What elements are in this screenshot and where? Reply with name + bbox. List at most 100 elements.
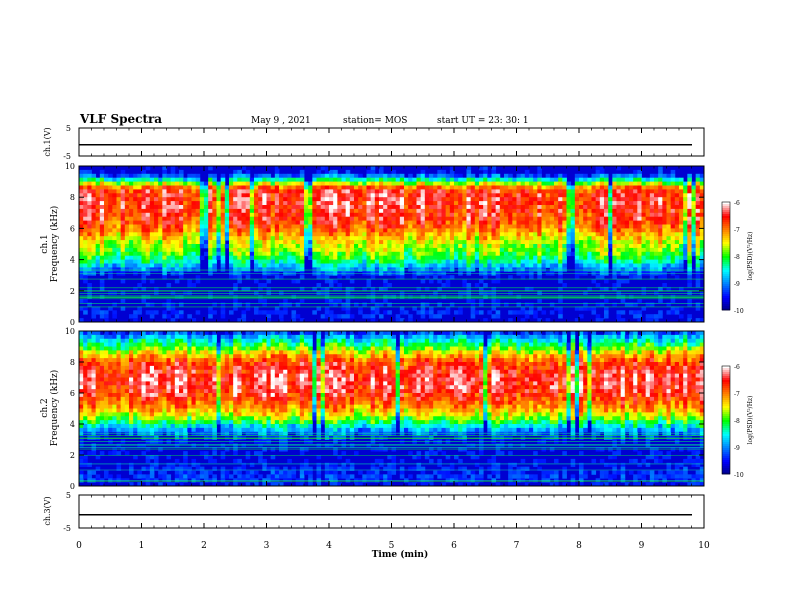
spectrogram-cell	[158, 248, 163, 252]
spectrogram-cell	[112, 424, 117, 428]
spectrogram-cell	[146, 381, 151, 385]
spectrogram-cell	[458, 217, 463, 221]
spectrogram-cell	[146, 240, 151, 244]
spectrogram-cell	[467, 178, 472, 182]
spectrogram-cell	[225, 209, 230, 213]
spectrogram-cell	[617, 221, 622, 225]
spectrogram-cell	[642, 244, 647, 248]
spectrogram-cell	[258, 264, 263, 268]
spectrogram-cell	[112, 416, 117, 420]
spectrogram-cell	[271, 217, 276, 221]
spectrogram-cell	[433, 209, 438, 213]
spectrogram-cell	[546, 248, 551, 252]
spectrogram-cell	[637, 244, 642, 248]
spectrogram-cell	[587, 201, 592, 205]
spectrogram-cell	[392, 240, 397, 244]
spectrogram-cell	[287, 205, 292, 209]
spectrogram-cell	[483, 221, 488, 225]
spectrogram-cell	[604, 236, 609, 240]
spectrogram-cell	[83, 362, 88, 366]
spectrogram-cell	[221, 228, 226, 232]
spectrogram-cell	[408, 295, 413, 299]
spectrogram-cell	[100, 393, 105, 397]
spectrogram-cell	[496, 299, 501, 303]
spectrogram-cell	[146, 343, 151, 347]
spectrogram-cell	[325, 232, 330, 236]
spectrogram-cell	[354, 209, 359, 213]
spectrogram-cell	[87, 339, 92, 343]
spectrogram-cell	[621, 221, 626, 225]
spectrogram-cell	[662, 201, 667, 205]
spectrogram-cell	[125, 393, 130, 397]
spectrogram-cell	[517, 213, 522, 217]
spectrogram-cell	[208, 197, 213, 201]
spectrogram-cell	[79, 409, 84, 413]
spectrogram-cell	[550, 256, 555, 260]
spectrogram-cell	[604, 228, 609, 232]
spectrogram-cell	[450, 217, 455, 221]
spectrogram-cell	[667, 244, 672, 248]
spectrogram-cell	[112, 343, 117, 347]
spectrogram-cell	[129, 401, 134, 405]
spectrogram-cell	[262, 197, 267, 201]
spectrogram-cell	[367, 232, 372, 236]
spectrogram-cell	[525, 182, 530, 186]
spectrogram-cell	[571, 225, 576, 229]
spectrogram-cell	[292, 174, 297, 178]
spectrogram-cell	[246, 197, 251, 201]
spectrogram-cell	[625, 236, 630, 240]
spectrogram-cell	[129, 178, 134, 182]
spectrogram-cell	[579, 186, 584, 190]
spectrogram-cell	[508, 174, 513, 178]
spectrogram-cell	[221, 182, 226, 186]
spectrogram-cell	[650, 267, 655, 271]
spectrogram-cell	[496, 310, 501, 314]
spectrogram-cell	[412, 201, 417, 205]
spectrogram-cell	[646, 232, 651, 236]
spectrogram-cell	[654, 174, 659, 178]
spectrogram-cell	[517, 197, 522, 201]
spectrogram-cell	[262, 244, 267, 248]
spectrogram-cell	[304, 232, 309, 236]
spectrogram-cell	[212, 240, 217, 244]
spectrogram-cell	[583, 178, 588, 182]
spectrogram-cell	[108, 217, 113, 221]
spectrogram-cell	[429, 252, 434, 256]
spectrogram-cell	[129, 186, 134, 190]
spectrogram-cell	[667, 228, 672, 232]
spectrogram-cell	[325, 205, 330, 209]
spectrogram-cell	[337, 178, 342, 182]
spectrogram-cell	[558, 295, 563, 299]
spectrogram-cell	[142, 174, 147, 178]
spectrogram-cell	[121, 260, 126, 264]
spectrogram-cell	[275, 197, 280, 201]
spectrogram-cell	[142, 350, 147, 354]
spectrogram-cell	[192, 267, 197, 271]
spectrogram-cell	[492, 174, 497, 178]
spectrogram-cell	[283, 225, 288, 229]
spectrogram-cell	[100, 335, 105, 339]
spectrogram-cell	[179, 236, 184, 240]
spectrogram-cell	[596, 228, 601, 232]
spectrogram-cell	[675, 264, 680, 268]
spectrogram-cell	[625, 225, 630, 229]
spectrogram-cell	[571, 189, 576, 193]
spectrogram-cell	[129, 347, 134, 351]
spectrogram-cell	[112, 197, 117, 201]
spectrogram-cell	[296, 221, 301, 225]
spectrogram-cell	[692, 189, 697, 193]
spectrogram-cell	[575, 228, 580, 232]
spectrogram-cell	[392, 174, 397, 178]
spectrogram-cell	[112, 374, 117, 378]
spectrogram-cell	[554, 260, 559, 264]
spectrogram-cell	[446, 248, 451, 252]
spectrogram-cell	[554, 205, 559, 209]
spectrogram-cell	[587, 232, 592, 236]
spectrogram-cell	[221, 186, 226, 190]
spectrogram-cell	[287, 221, 292, 225]
spectrogram-cell	[542, 225, 547, 229]
spectrogram-cell	[196, 256, 201, 260]
spectrogram-cell	[508, 217, 513, 221]
spectrogram-cell	[325, 248, 330, 252]
spectrogram-cell	[146, 182, 151, 186]
